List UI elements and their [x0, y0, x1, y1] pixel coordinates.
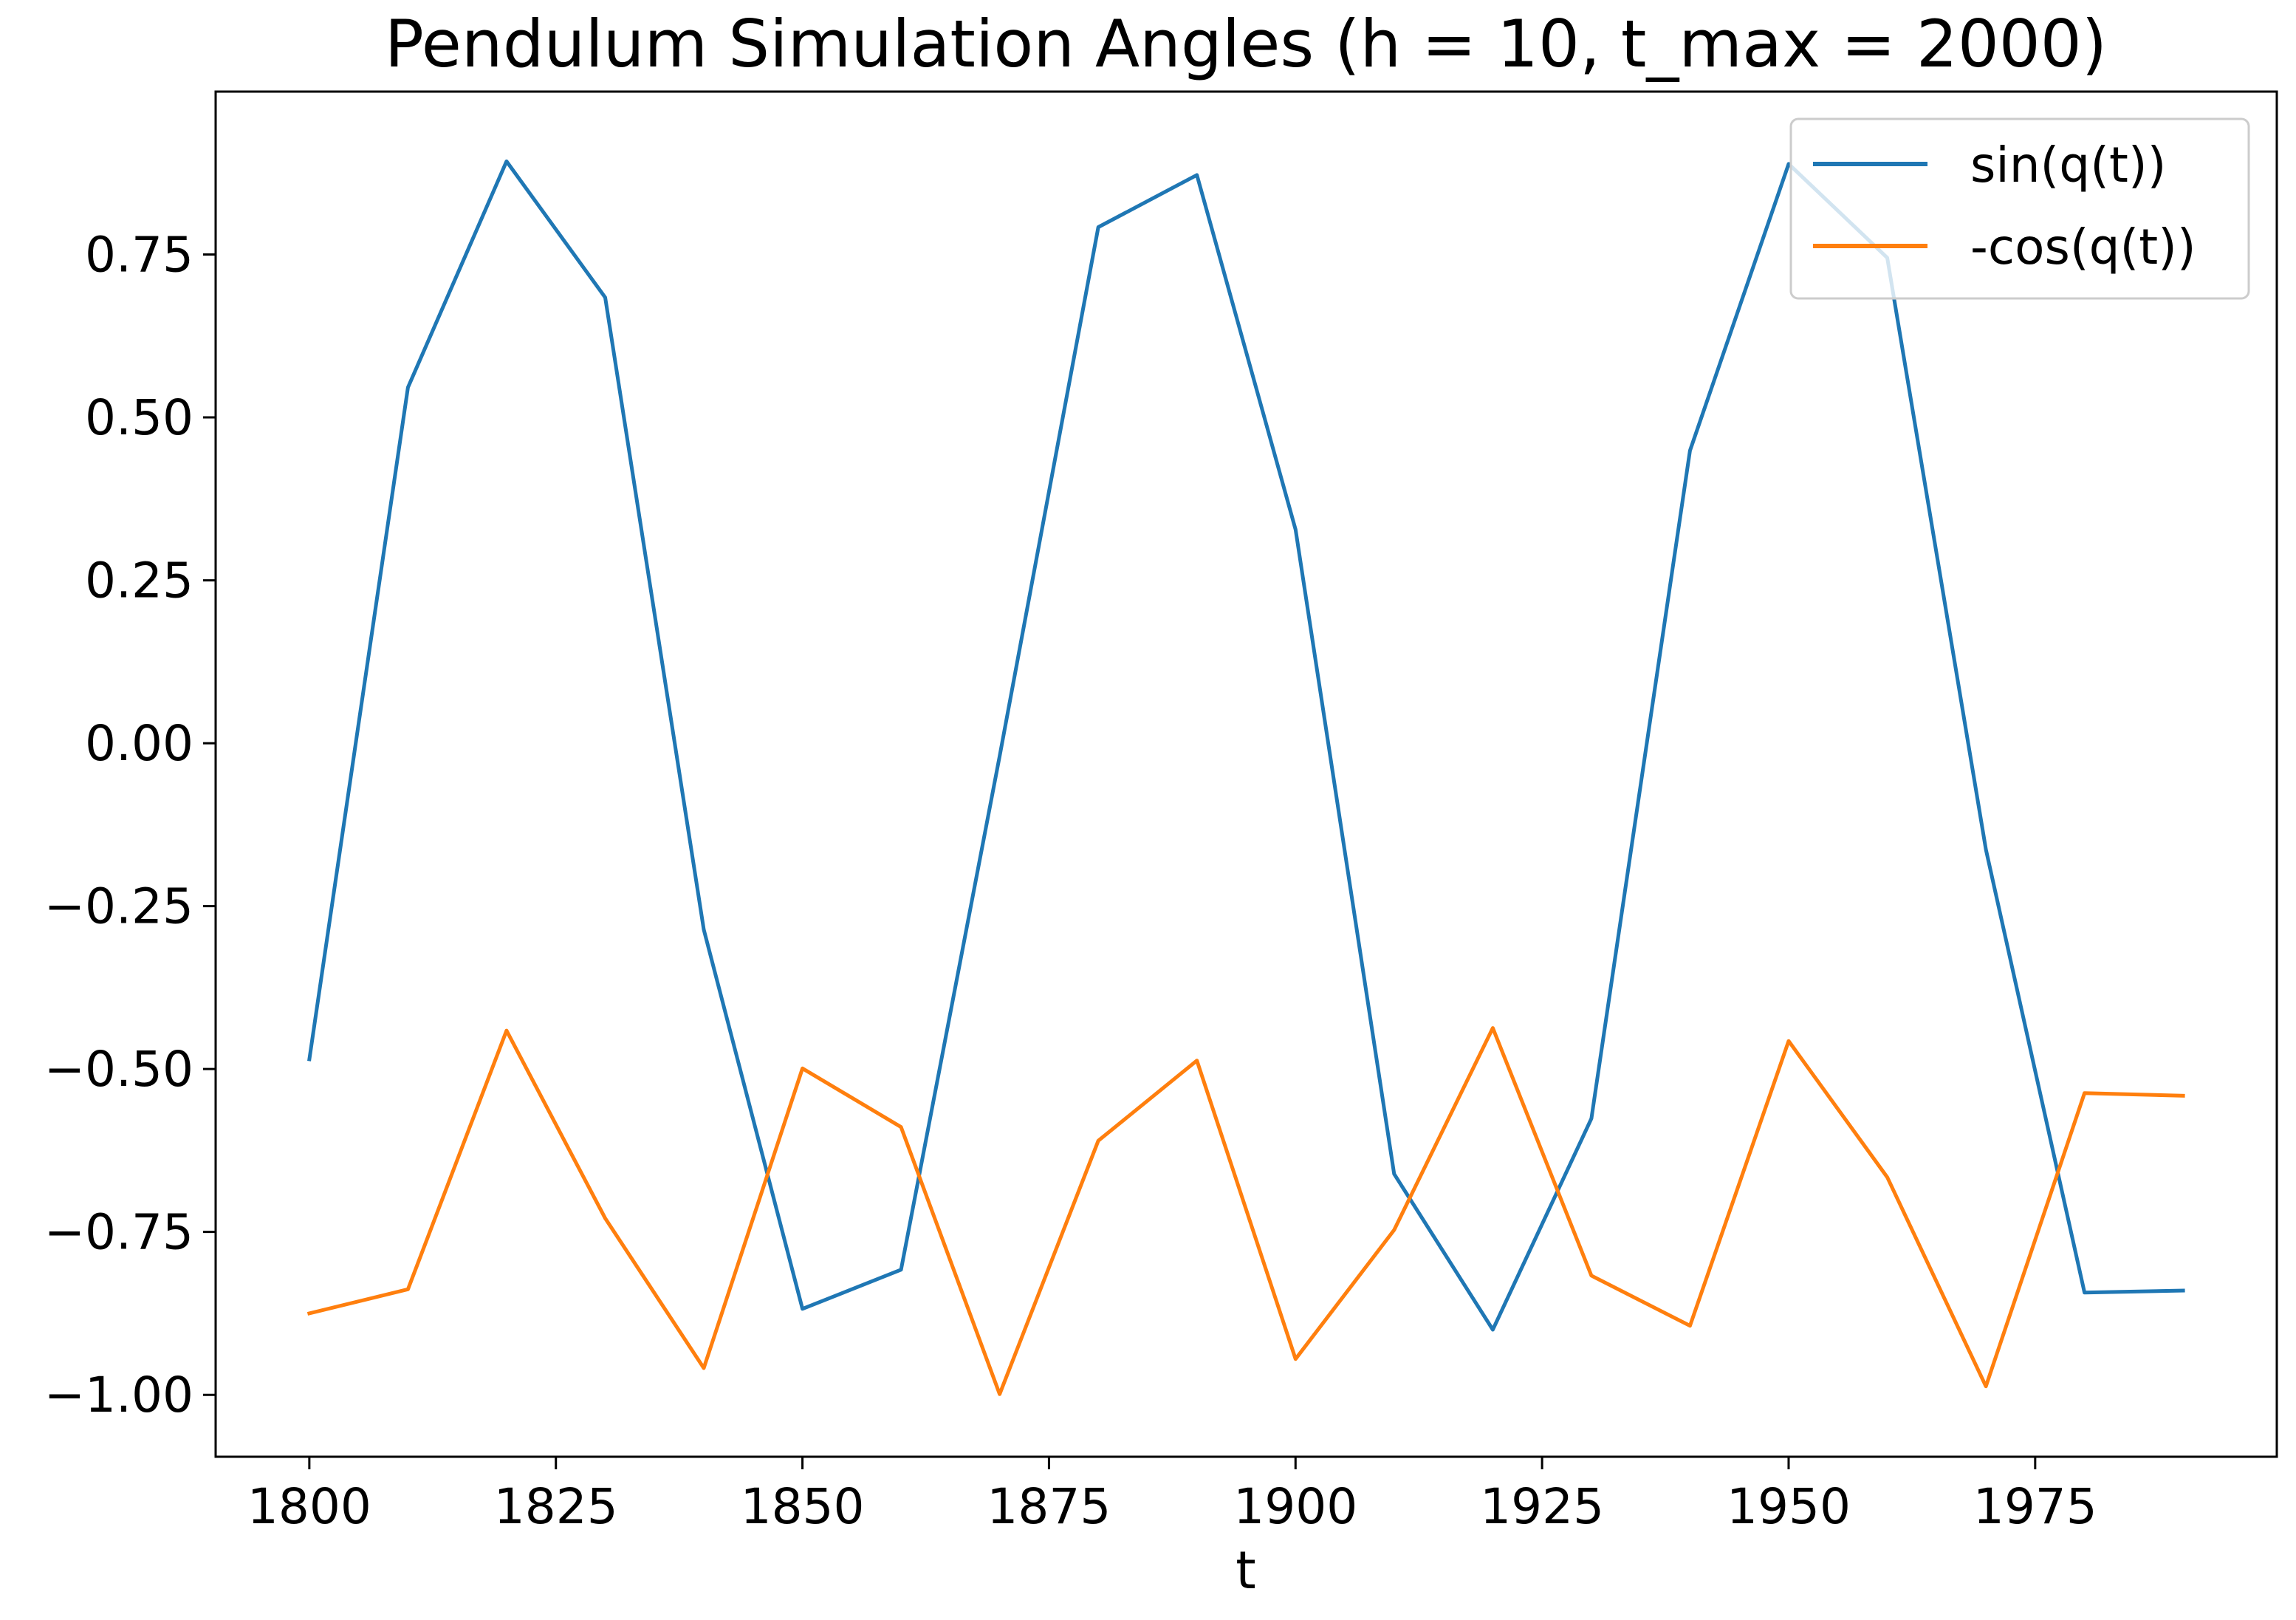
y-tick-label: 0.50 — [85, 389, 193, 446]
chart-title: Pendulum Simulation Angles (h = 10, t_ma… — [385, 6, 2107, 82]
x-tick-label: 1950 — [1727, 1478, 1851, 1535]
plot-area — [214, 90, 2278, 1458]
y-tick-label: 0.75 — [85, 227, 193, 284]
x-tick-label: 1850 — [741, 1478, 865, 1535]
legend-label-cos: -cos(q(t)) — [1970, 219, 2196, 276]
y-tick-label: 0.25 — [85, 553, 193, 609]
x-axis-label: t — [1236, 1540, 1255, 1601]
x-tick-label: 1875 — [987, 1478, 1111, 1535]
legend-label-sin: sin(q(t)) — [1970, 137, 2166, 194]
y-tick-label: −0.50 — [44, 1041, 193, 1098]
x-axis: 1800 1825 1850 1875 1900 1925 1950 1975 — [247, 1457, 2097, 1535]
x-tick-label: 1825 — [494, 1478, 618, 1535]
y-tick-label: −0.25 — [44, 878, 193, 935]
x-tick-label: 1925 — [1480, 1478, 1604, 1535]
plot-frame — [214, 90, 2278, 1458]
legend[interactable]: sin(q(t)) -cos(q(t)) — [1789, 117, 2250, 300]
x-tick-label: 1900 — [1233, 1478, 1357, 1535]
series-line-cos — [306, 1026, 2185, 1396]
x-tick-label: 1800 — [247, 1478, 371, 1535]
y-tick-label: −0.75 — [44, 1204, 193, 1261]
x-tick-label: 1975 — [1973, 1478, 2097, 1535]
y-tick-label: 0.00 — [85, 715, 193, 772]
y-tick-label: −1.00 — [44, 1367, 193, 1424]
y-axis: 0.75 0.50 0.25 0.00 −0.25 −0.50 −0.75 −1.00 — [44, 227, 216, 1424]
